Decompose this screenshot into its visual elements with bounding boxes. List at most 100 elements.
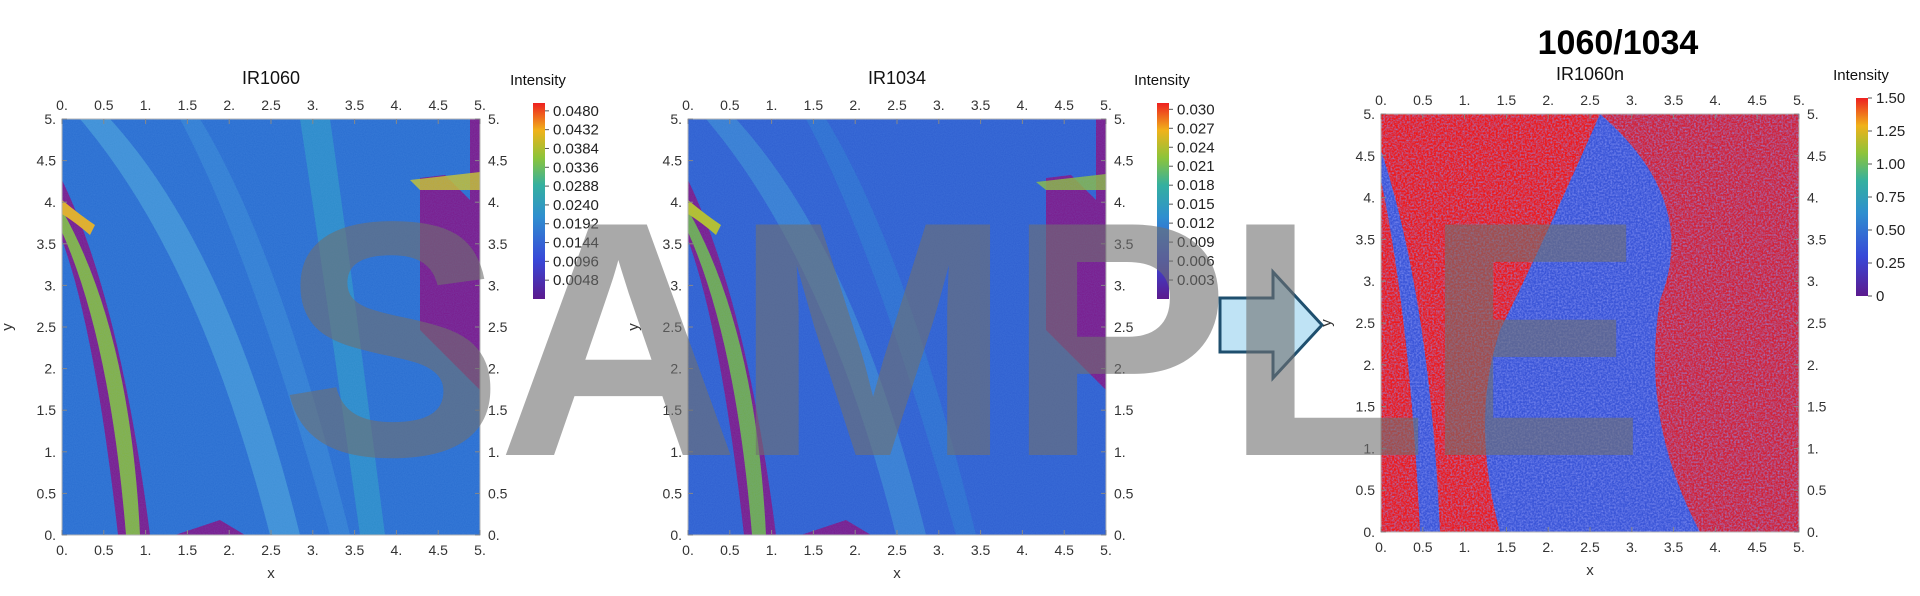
colorbar-tick-label: 0.009 [1177, 234, 1215, 251]
colorbar-tick-label: 0.0048 [553, 272, 599, 289]
x-tick-label-top: 3. [1626, 92, 1638, 108]
x-tick-label: 0. [1375, 539, 1387, 555]
x-tick-label-top: 2. [1542, 92, 1554, 108]
x-tick-label-top: 4.5 [1747, 92, 1767, 108]
x-tick-label-top: 5. [474, 97, 486, 113]
x-tick-label-top: 4. [391, 97, 403, 113]
x-tick-label-top: 1. [140, 97, 152, 113]
panel-2-axes: IR1060n0.0.0.50.51.1.1.51.52.2.2.52.53.3… [1318, 64, 1827, 579]
x-tick-label: 3.5 [1664, 539, 1684, 555]
y-tick-label-right: 4.5 [1114, 153, 1134, 169]
panel-1-axes: IR10340.0.0.50.51.1.1.51.52.2.2.52.53.3.… [625, 68, 1134, 582]
heatmap-image [688, 119, 1106, 535]
y-tick-label-right: 4. [488, 194, 500, 210]
x-tick-label-top: 3. [307, 97, 319, 113]
y-tick-label-right: 5. [488, 111, 500, 127]
x-tick-label: 5. [1793, 539, 1805, 555]
colorbar-tick-label: 0.003 [1177, 272, 1215, 289]
colorbar-gradient [533, 103, 545, 299]
x-tick-label: 2. [849, 542, 861, 558]
y-tick-label-right: 4. [1807, 190, 1819, 206]
colorbar-tick-label: 0.021 [1177, 158, 1215, 175]
y-tick-label-right: 2. [488, 361, 500, 377]
y-tick-label: 0. [44, 527, 56, 543]
y-tick-label-right: 0.5 [1807, 482, 1827, 498]
y-tick-label: 2.5 [1356, 315, 1376, 331]
x-tick-label: 2. [1542, 539, 1554, 555]
chart-title: IR1034 [868, 68, 926, 88]
x-tick-label-top: 2. [849, 97, 861, 113]
colorbar-tick-label: 0.030 [1177, 101, 1215, 118]
y-tick-label: 0.5 [1356, 482, 1376, 498]
colorbar-tick-label: 0.0336 [553, 159, 599, 176]
x-tick-label-top: 2.5 [1580, 92, 1600, 108]
y-tick-label-right: 2. [1807, 357, 1819, 373]
sample-watermark: SAMPLE [280, 152, 1640, 526]
x-tick-label: 2.5 [887, 542, 907, 558]
y-tick-label: 4. [1363, 190, 1375, 206]
x-tick-label-top: 4.5 [1054, 97, 1074, 113]
y-tick-label: 0.5 [37, 485, 57, 501]
y-tick-label-right: 2.5 [488, 319, 508, 335]
colorbar-tick-label: 0.0192 [553, 216, 599, 233]
y-tick-label: 4.5 [663, 153, 683, 169]
y-tick-label-right: 1. [1114, 444, 1126, 460]
y-tick-label-right: 5. [1114, 111, 1126, 127]
y-tick-label: 3.5 [37, 236, 57, 252]
colorbar-tick-label: 0.75 [1876, 189, 1905, 206]
y-tick-label: 5. [44, 111, 56, 127]
x-tick-label: 4. [391, 542, 403, 558]
y-tick-label-right: 4.5 [488, 153, 508, 169]
x-tick-label: 4.5 [428, 542, 448, 558]
x-tick-label: 1.5 [804, 542, 824, 558]
colorbar-gradient [1856, 98, 1868, 296]
y-tick-label: 4.5 [1356, 148, 1376, 164]
y-tick-label: 2.5 [37, 319, 57, 335]
heatmap-panel-ir1060 [61, 118, 481, 536]
x-tick-label-top: 3. [933, 97, 945, 113]
y-tick-label: 0.5 [663, 485, 683, 501]
colorbar-tick-label: 0.0384 [553, 140, 599, 157]
colorbar-tick-label: 1.00 [1876, 156, 1905, 173]
y-tick-label: 1. [44, 444, 56, 460]
x-tick-label-top: 0. [56, 97, 68, 113]
y-tick-label: 3.5 [1356, 231, 1376, 247]
x-tick-label: 2.5 [1580, 539, 1600, 555]
y-tick-label: 3. [670, 277, 682, 293]
y-tick-label: 1.5 [663, 402, 683, 418]
colorbar-tick-label: 0.0432 [553, 122, 599, 139]
x-tick-label: 3.5 [345, 542, 365, 558]
y-tick-label: 2.5 [663, 319, 683, 335]
colorbar-tick-label: 0.0480 [553, 103, 599, 120]
x-tick-label: 2.5 [261, 542, 281, 558]
y-tick-label-right: 4.5 [1807, 148, 1827, 164]
x-tick-label: 1. [140, 542, 152, 558]
y-tick-label: 1. [1363, 440, 1375, 456]
y-tick-label: 4. [670, 194, 682, 210]
x-tick-label: 3. [1626, 539, 1638, 555]
x-tick-label: 3. [307, 542, 319, 558]
y-tick-label-right: 2.5 [1114, 319, 1134, 335]
x-tick-label-top: 5. [1100, 97, 1112, 113]
x-tick-label: 3. [933, 542, 945, 558]
y-tick-label: 5. [1363, 106, 1375, 122]
x-tick-label-top: 2.5 [261, 97, 281, 113]
y-tick-label-right: 0.5 [488, 485, 508, 501]
x-tick-label: 1. [1459, 539, 1471, 555]
x-tick-label: 0. [682, 542, 694, 558]
colorbar-tick-label: 0.012 [1177, 215, 1215, 232]
y-tick-label-right: 1. [488, 444, 500, 460]
y-tick-label: 1.5 [1356, 399, 1376, 415]
chart-title: IR1060 [242, 68, 300, 88]
x-tick-label-top: 3.5 [345, 97, 365, 113]
x-tick-label: 4.5 [1054, 542, 1074, 558]
y-axis-label: y [625, 323, 642, 331]
x-tick-label-top: 1.5 [804, 97, 824, 113]
colorbar-2: Intensity 1.50 1.25 1.00 0.75 0.50 0.25 0 [1833, 67, 1905, 305]
y-axis-label: y [1318, 319, 1335, 327]
y-tick-label: 2. [670, 361, 682, 377]
colorbar-tick-label: 0.0288 [553, 178, 599, 195]
y-tick-label: 4. [44, 194, 56, 210]
y-tick-label-right: 4. [1114, 194, 1126, 210]
